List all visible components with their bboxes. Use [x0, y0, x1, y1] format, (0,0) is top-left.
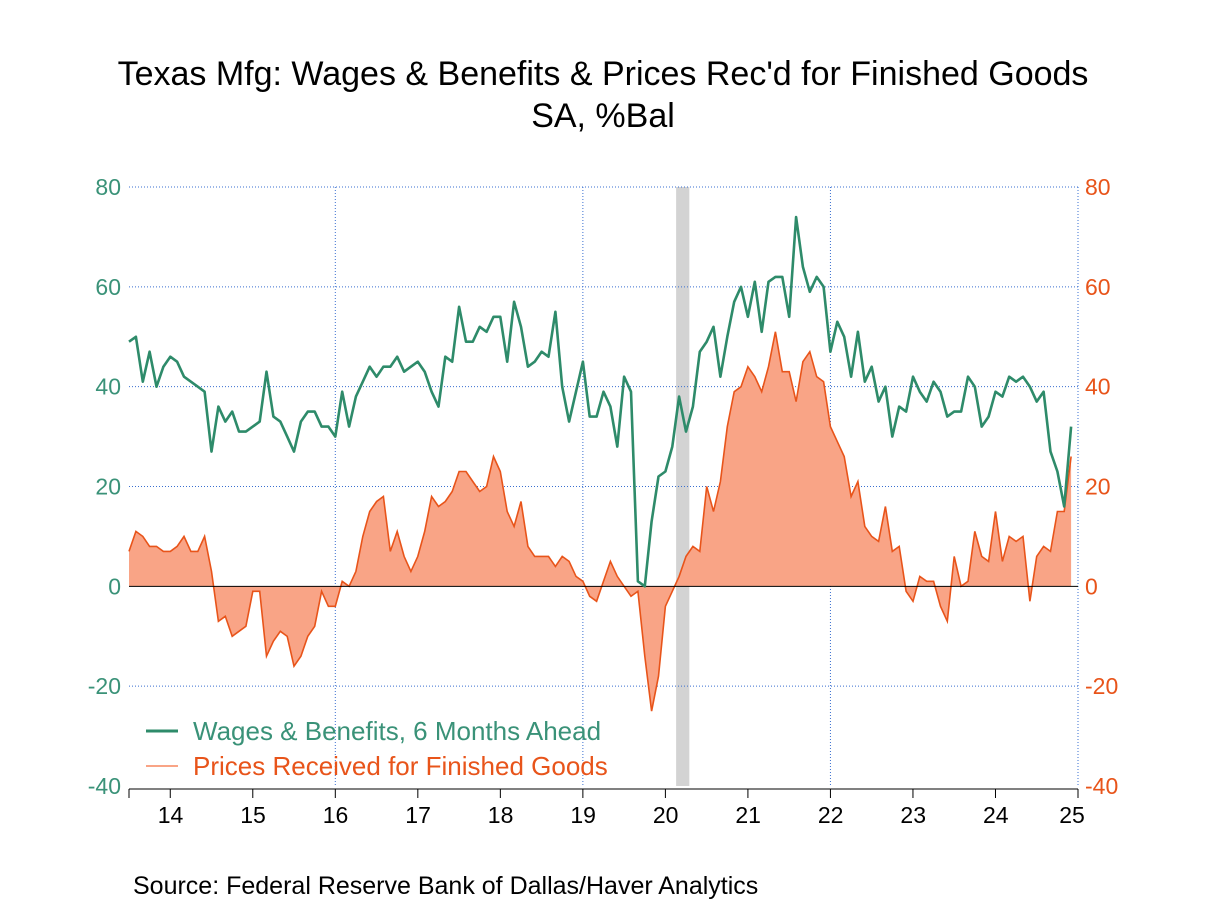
left-tick-label: -20	[88, 673, 121, 699]
prices-area-layer	[128, 331, 1072, 712]
x-tick-label: 21	[735, 802, 761, 828]
prices-series-line	[128, 331, 1072, 712]
x-tick-label: 17	[405, 802, 431, 828]
legend-label-wages: Wages & Benefits, 6 Months Ahead	[193, 716, 601, 746]
x-tick-label: 23	[900, 802, 926, 828]
right-tick-label: 80	[1085, 174, 1111, 200]
left-tick-label: 0	[108, 573, 121, 599]
right-tick-label: 20	[1085, 474, 1111, 500]
right-tick-label: -20	[1085, 673, 1118, 699]
wages-series-line	[128, 215, 1073, 588]
x-axis: 14 15 16 17 18 19 20 21 22 23 24 25	[128, 789, 1085, 828]
chart-subtitle: SA, %Bal	[531, 97, 675, 135]
x-tick-label: 20	[653, 802, 679, 828]
x-tick-label: 16	[323, 802, 349, 828]
right-tick-label: -40	[1085, 773, 1118, 799]
x-tick-label: 24	[983, 802, 1009, 828]
x-tick-label: 14	[158, 802, 184, 828]
recession-shading	[676, 187, 690, 786]
right-tick-label: 0	[1085, 573, 1098, 599]
x-tick-label: 25	[1059, 802, 1085, 828]
x-tick-label: 18	[488, 802, 514, 828]
wages-line-layer	[128, 215, 1073, 588]
left-tick-label: 60	[95, 274, 121, 300]
x-tick-label: 15	[240, 802, 266, 828]
right-tick-label: 60	[1085, 274, 1111, 300]
left-axis-ticks: 80 60 40 20 0 -20 -40	[88, 174, 121, 799]
right-axis-ticks: 80 60 40 20 0 -20 -40	[1085, 174, 1118, 799]
left-tick-label: 80	[95, 174, 121, 200]
recession-bar	[676, 187, 690, 786]
x-tick-label: 22	[818, 802, 844, 828]
right-tick-label: 40	[1085, 374, 1111, 400]
left-tick-label: 20	[95, 474, 121, 500]
x-tick-label: 19	[570, 802, 596, 828]
legend: Wages & Benefits, 6 Months Ahead Prices …	[146, 716, 608, 781]
chart-title: Texas Mfg: Wages & Benefits & Prices Rec…	[118, 55, 1089, 93]
legend-label-prices: Prices Received for Finished Goods	[193, 751, 608, 781]
left-tick-label: -40	[88, 773, 121, 799]
left-tick-label: 40	[95, 374, 121, 400]
source-note: Source: Federal Reserve Bank of Dallas/H…	[133, 872, 758, 900]
gridlines	[129, 186, 1079, 786]
